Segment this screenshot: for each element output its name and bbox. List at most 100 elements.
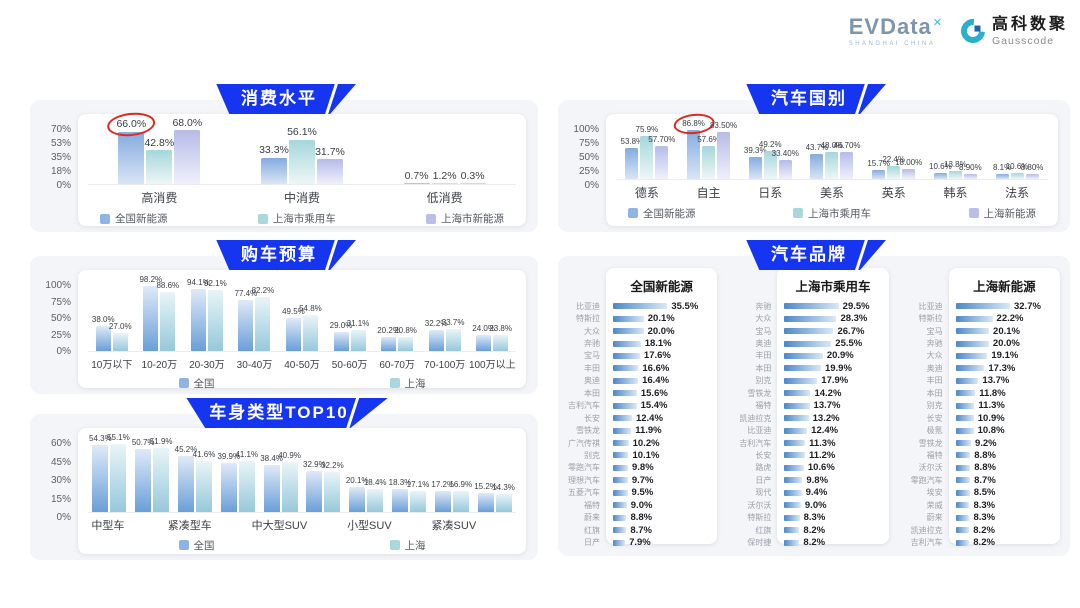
brand-bar [784, 390, 811, 397]
brand-name-label: 福特 [755, 401, 772, 411]
brand-bar-track: 8.5% [949, 487, 1060, 498]
brand-value: 8.2% [973, 537, 995, 549]
brand-value: 10.6% [807, 462, 835, 474]
brand-bar-track: 13.7% [949, 375, 1060, 386]
legend-item[interactable]: 全国 [178, 538, 215, 553]
legend-item[interactable]: 上海新能源 [968, 206, 1036, 221]
brand-value: 8.7% [630, 524, 652, 536]
brand-bar-track: 10.6% [777, 462, 888, 473]
bar-value-label: 10.6% [1005, 161, 1029, 171]
brand-name-label: 福特 [584, 500, 600, 510]
y-axis-tick: 75% [578, 138, 599, 149]
category-label [212, 517, 252, 533]
brand-row: 红旗 8.2% [731, 524, 888, 536]
brand-value: 13.7% [813, 400, 841, 412]
banner-car-country: 汽车国别 [746, 84, 886, 114]
legend-item[interactable]: 上海 [389, 538, 426, 553]
bar: 38.4% [260, 454, 283, 512]
legend: 全国新能源 上海市乘用车 上海新能源 [616, 201, 1048, 225]
brand-value: 20.0% [647, 325, 675, 337]
brand-value: 8.3% [973, 499, 996, 511]
brand-row: 本田 19.9% [731, 362, 888, 374]
brand-value: 9.4% [805, 487, 828, 499]
brand-name-label: 现代 [755, 488, 772, 498]
brand-row: 特斯拉 8.3% [731, 511, 888, 523]
y-axis-tick: 53% [50, 138, 71, 149]
category-label: 70-100万 [424, 359, 466, 371]
y-axis-tick: 45% [50, 456, 71, 468]
brand-bar [784, 489, 802, 496]
bar: 10.6% [929, 162, 952, 179]
legend-item[interactable]: 上海市新能源 [426, 211, 504, 226]
brand-bar [784, 340, 832, 347]
brand-row: 凯迪拉克 13.2% [731, 412, 888, 424]
brand-value: 20.0% [992, 338, 1020, 350]
brand-bar [784, 415, 809, 422]
brand-value: 8.8% [630, 512, 653, 524]
brand-row: 特斯拉 22.2% [903, 312, 1060, 324]
brand-value: 12.4% [811, 425, 839, 437]
brand-row: 极氪 10.8% [903, 424, 1060, 436]
brand-value: 19.9% [824, 362, 852, 374]
brand-value: 35.5% [671, 300, 699, 312]
brand-value: 11.3% [809, 437, 836, 449]
brand-name-label: 雪铁龙 [576, 426, 600, 436]
bar-group: 66.0% 42.8% 68.0% [116, 117, 202, 185]
brand-value: 17.3% [988, 362, 1016, 374]
brand-bar [955, 377, 979, 384]
bar-value-label: 49.2% [758, 140, 782, 150]
legend-item[interactable]: 上海市乘用车 [257, 211, 336, 226]
chart-card: 53.8% 75.9% 57.70% 86.8% 57.6% 83.50% 39.3% 49.… [606, 114, 1058, 226]
legend-label: 全国新能源 [643, 207, 696, 220]
bar-group: 45.2% 41.6% [175, 446, 215, 512]
legend-item[interactable]: 全国新能源 [628, 206, 696, 221]
brand-rows: 比亚迪 32.7% 特斯拉 22.2% 宝马 20.1% 奔驰 20.0% 大众 19.1% 奥迪 1… [903, 300, 1060, 549]
category-label: 高消费 [141, 191, 178, 206]
brand-row: 蔚来 8.8% [560, 511, 717, 523]
brand-bar [955, 390, 976, 397]
legend-item[interactable]: 全国 [178, 376, 215, 391]
brand-bar [613, 440, 629, 447]
legend-swatch [628, 208, 638, 219]
brand-bar-track: 26.7% [777, 326, 888, 337]
brand-table: 上海新能源 比亚迪 32.7% 特斯拉 22.2% 宝马 20.1% 奔驰 20.0% 大众 19.… [903, 268, 1060, 548]
bar-group: 38.4% 40.9% [260, 451, 301, 512]
category-label: 法系 [1005, 185, 1030, 200]
brand-bar [955, 477, 971, 484]
legend-item[interactable]: 上海 [389, 376, 426, 391]
brand-row: 比亚迪 12.4% [731, 424, 888, 436]
brand-bar [613, 365, 639, 372]
brand-bar [613, 477, 628, 484]
bar: 22.4% [882, 156, 905, 179]
bar-value-label: 27.0% [108, 321, 132, 331]
category-row: 中型车 紧凑型车 中大型SUV 小型SUV 紧凑SUV [88, 517, 516, 533]
brand-name-label: 长安 [755, 450, 772, 460]
y-axis-tick: 25% [578, 166, 599, 177]
brand-row: 五菱汽车 9.5% [560, 487, 717, 499]
bar: 13.8% [944, 160, 967, 179]
brand-value: 26.7% [837, 325, 865, 337]
brand-name-label: 大众 [584, 326, 600, 336]
y-axis-tick: 35% [50, 152, 71, 163]
brand-value: 9.5% [631, 487, 654, 499]
brand-bar-track: 8.3% [949, 512, 1060, 523]
brand-bar-track: 9.8% [777, 475, 888, 486]
category-label: 美系 [820, 185, 845, 200]
bar: 94.1% [187, 278, 210, 351]
brand-row: 本田 15.6% [560, 387, 717, 399]
gausscode-en-name: Gausscode [991, 34, 1055, 47]
legend-item[interactable]: 上海市乘用车 [793, 206, 871, 221]
brand-table-title: 上海市乘用车 [795, 280, 871, 294]
bar: 31.7% [315, 147, 345, 185]
category-label: 英系 [881, 185, 906, 200]
brand-value: 9.8% [631, 462, 654, 474]
brand-value: 8.8% [974, 462, 996, 474]
brand-row: 大众 19.1% [903, 350, 1060, 362]
brand-bar [955, 489, 970, 496]
brand-bar [784, 402, 810, 409]
brand-name-label: 雪铁龙 [918, 438, 943, 448]
brand-row: 别克 10.1% [560, 449, 717, 461]
legend-item[interactable]: 全国新能源 [100, 211, 168, 226]
car-country-chart: 100% 75% 50% 25% 0% 53.8% 75.9% 57.70% 86.8% 57.6… [558, 100, 1070, 232]
legend-label: 全国新能源 [115, 213, 168, 226]
